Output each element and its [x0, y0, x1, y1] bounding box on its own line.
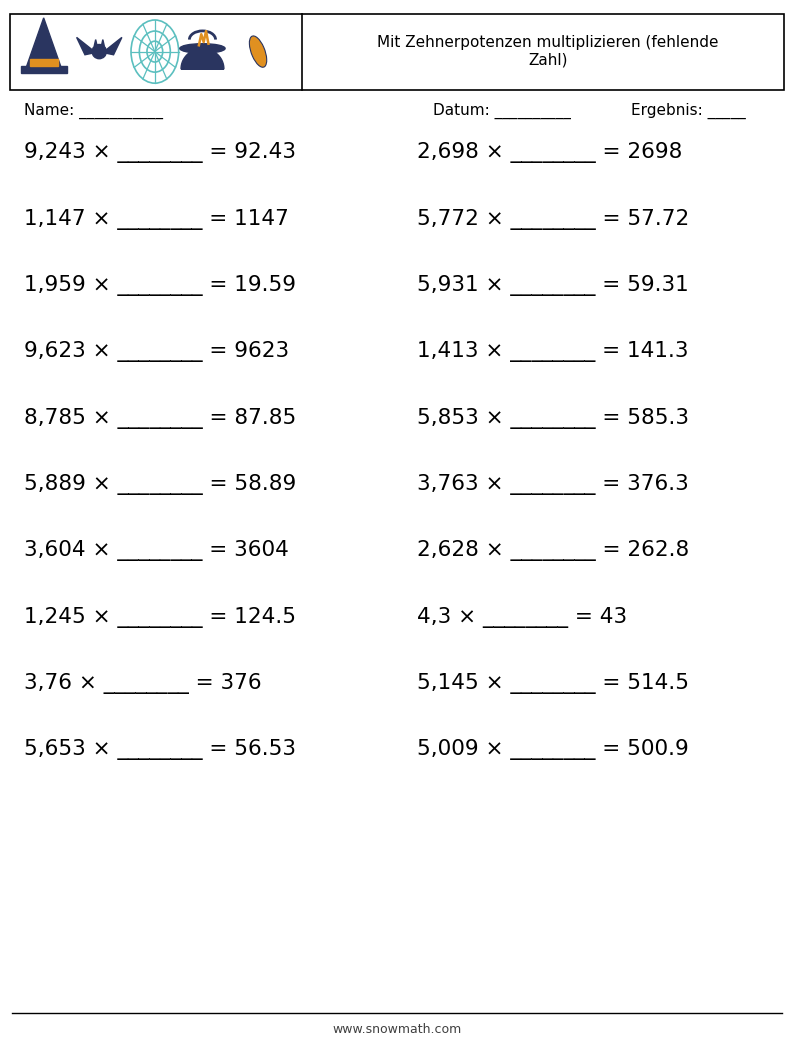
Text: 5,145 × ________ = 514.5: 5,145 × ________ = 514.5 — [417, 673, 689, 694]
Text: 4,3 × ________ = 43: 4,3 × ________ = 43 — [417, 607, 627, 628]
Polygon shape — [94, 40, 97, 46]
Polygon shape — [26, 18, 61, 68]
Text: 8,785 × ________ = 87.85: 8,785 × ________ = 87.85 — [24, 408, 296, 429]
Text: www.snowmath.com: www.snowmath.com — [333, 1024, 461, 1036]
Text: 5,889 × ________ = 58.89: 5,889 × ________ = 58.89 — [24, 474, 296, 495]
Text: 1,147 × ________ = 1147: 1,147 × ________ = 1147 — [24, 208, 289, 230]
Ellipse shape — [249, 36, 267, 67]
FancyBboxPatch shape — [21, 66, 67, 74]
Text: 3,76 × ________ = 376: 3,76 × ________ = 376 — [24, 673, 261, 694]
Text: 9,243 × ________ = 92.43: 9,243 × ________ = 92.43 — [24, 142, 296, 163]
Text: Datum: __________: Datum: __________ — [433, 102, 571, 119]
Text: 5,653 × ________ = 56.53: 5,653 × ________ = 56.53 — [24, 739, 296, 760]
Text: 1,245 × ________ = 124.5: 1,245 × ________ = 124.5 — [24, 607, 296, 628]
Text: Name: ___________: Name: ___________ — [24, 102, 163, 119]
Text: 5,853 × ________ = 585.3: 5,853 × ________ = 585.3 — [417, 408, 689, 429]
FancyBboxPatch shape — [29, 59, 58, 65]
FancyBboxPatch shape — [10, 14, 784, 90]
Text: 1,413 × ________ = 141.3: 1,413 × ________ = 141.3 — [417, 341, 688, 362]
Text: 3,763 × ________ = 376.3: 3,763 × ________ = 376.3 — [417, 474, 688, 495]
Polygon shape — [102, 40, 104, 46]
Text: 2,628 × ________ = 262.8: 2,628 × ________ = 262.8 — [417, 540, 689, 561]
Text: 9,623 × ________ = 9623: 9,623 × ________ = 9623 — [24, 341, 289, 362]
Text: 5,772 × ________ = 57.72: 5,772 × ________ = 57.72 — [417, 208, 689, 230]
Text: Ergebnis: _____: Ergebnis: _____ — [631, 102, 746, 119]
Polygon shape — [76, 37, 93, 55]
Text: 5,009 × ________ = 500.9: 5,009 × ________ = 500.9 — [417, 739, 688, 760]
Ellipse shape — [92, 44, 106, 59]
Text: 3,604 × ________ = 3604: 3,604 × ________ = 3604 — [24, 540, 289, 561]
Text: 1,959 × ________ = 19.59: 1,959 × ________ = 19.59 — [24, 275, 296, 296]
Polygon shape — [106, 37, 122, 55]
Text: 5,931 × ________ = 59.31: 5,931 × ________ = 59.31 — [417, 275, 688, 296]
Text: Mit Zehnerpotenzen multiplizieren (fehlende
Zahl): Mit Zehnerpotenzen multiplizieren (fehle… — [377, 36, 719, 67]
Text: 2,698 × ________ = 2698: 2,698 × ________ = 2698 — [417, 142, 682, 163]
Ellipse shape — [179, 43, 225, 53]
Polygon shape — [181, 48, 224, 68]
